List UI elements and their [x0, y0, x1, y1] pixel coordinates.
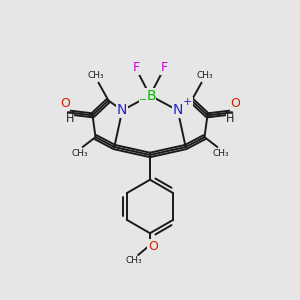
Text: CH₃: CH₃	[87, 71, 104, 80]
Text: H: H	[226, 114, 234, 124]
Text: N: N	[117, 103, 128, 117]
Text: O: O	[148, 240, 158, 253]
Text: +: +	[183, 98, 192, 107]
Text: N: N	[172, 103, 183, 117]
Text: B: B	[146, 88, 156, 103]
Text: O: O	[230, 97, 240, 110]
Text: F: F	[160, 61, 167, 74]
Text: CH₃: CH₃	[71, 149, 88, 158]
Text: CH₃: CH₃	[212, 149, 229, 158]
Text: F: F	[133, 61, 140, 74]
Text: H: H	[66, 114, 74, 124]
Text: O: O	[60, 97, 70, 110]
Text: CH₃: CH₃	[196, 71, 213, 80]
Text: −: −	[139, 95, 147, 106]
Text: CH₃: CH₃	[126, 256, 142, 266]
